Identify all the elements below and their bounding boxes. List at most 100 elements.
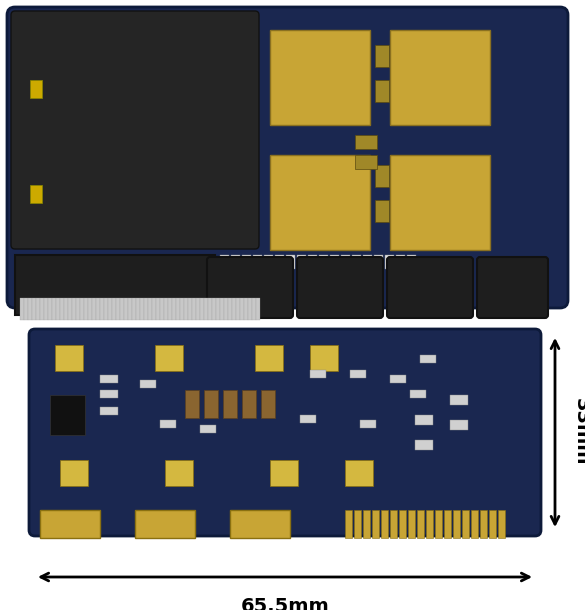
Bar: [242, 255, 251, 269]
Bar: [220, 298, 224, 320]
FancyBboxPatch shape: [11, 11, 259, 249]
Bar: [297, 255, 306, 269]
Bar: [208, 298, 212, 320]
Bar: [230, 510, 290, 538]
Bar: [435, 510, 442, 538]
Bar: [152, 298, 156, 320]
Bar: [50, 395, 85, 435]
Bar: [308, 255, 317, 269]
Bar: [184, 298, 188, 320]
Text: 65.5mm: 65.5mm: [240, 597, 329, 610]
Bar: [56, 298, 60, 320]
Bar: [480, 510, 487, 538]
Bar: [240, 298, 244, 320]
Bar: [363, 510, 370, 538]
Bar: [120, 298, 124, 320]
Bar: [426, 510, 433, 538]
Bar: [188, 298, 192, 320]
Bar: [352, 255, 361, 269]
Bar: [135, 510, 195, 538]
Bar: [236, 298, 240, 320]
Bar: [160, 420, 176, 428]
Bar: [396, 255, 405, 269]
Bar: [104, 298, 108, 320]
Bar: [204, 390, 218, 418]
Bar: [116, 298, 120, 320]
Bar: [40, 510, 100, 538]
Bar: [60, 460, 88, 486]
Bar: [385, 255, 394, 269]
Bar: [165, 460, 193, 486]
Bar: [196, 298, 200, 320]
FancyBboxPatch shape: [297, 257, 383, 318]
Bar: [354, 510, 361, 538]
Bar: [30, 185, 42, 203]
Bar: [471, 510, 478, 538]
Bar: [248, 298, 252, 320]
Bar: [420, 355, 436, 363]
Bar: [136, 298, 140, 320]
Bar: [270, 30, 370, 125]
Bar: [124, 298, 128, 320]
Bar: [185, 390, 199, 418]
Bar: [68, 298, 72, 320]
Bar: [355, 155, 377, 169]
Bar: [164, 298, 168, 320]
Bar: [310, 345, 338, 371]
Bar: [355, 135, 377, 149]
Bar: [96, 298, 100, 320]
Bar: [40, 298, 44, 320]
Bar: [360, 420, 376, 428]
Bar: [84, 298, 88, 320]
Bar: [350, 370, 366, 378]
Bar: [264, 255, 273, 269]
Bar: [220, 255, 229, 269]
Bar: [55, 345, 83, 371]
Bar: [444, 510, 451, 538]
Bar: [489, 510, 496, 538]
Bar: [300, 415, 316, 423]
Bar: [180, 298, 184, 320]
Bar: [261, 390, 275, 418]
Bar: [310, 370, 326, 378]
Bar: [88, 298, 92, 320]
FancyBboxPatch shape: [477, 257, 548, 318]
Bar: [200, 298, 204, 320]
Bar: [48, 298, 52, 320]
Bar: [390, 30, 490, 125]
Bar: [408, 510, 415, 538]
Bar: [228, 298, 232, 320]
Bar: [80, 298, 84, 320]
Bar: [108, 298, 112, 320]
Bar: [28, 298, 32, 320]
Bar: [450, 395, 468, 405]
Bar: [132, 298, 136, 320]
Bar: [375, 200, 389, 222]
Bar: [345, 460, 373, 486]
Bar: [156, 298, 160, 320]
Bar: [375, 165, 389, 187]
Bar: [128, 298, 132, 320]
Bar: [15, 255, 215, 315]
Bar: [216, 298, 220, 320]
Bar: [319, 255, 328, 269]
Bar: [52, 298, 56, 320]
Bar: [60, 298, 64, 320]
Text: 33mm: 33mm: [572, 398, 585, 466]
Bar: [232, 298, 236, 320]
Bar: [415, 440, 433, 450]
Bar: [100, 375, 118, 383]
Bar: [252, 298, 256, 320]
Bar: [407, 255, 416, 269]
Bar: [372, 510, 379, 538]
Bar: [381, 510, 388, 538]
Bar: [363, 255, 372, 269]
Bar: [462, 510, 469, 538]
Bar: [72, 298, 76, 320]
Bar: [204, 298, 208, 320]
Bar: [223, 390, 237, 418]
Bar: [44, 298, 48, 320]
Bar: [92, 298, 96, 320]
Bar: [24, 298, 28, 320]
Bar: [341, 255, 350, 269]
